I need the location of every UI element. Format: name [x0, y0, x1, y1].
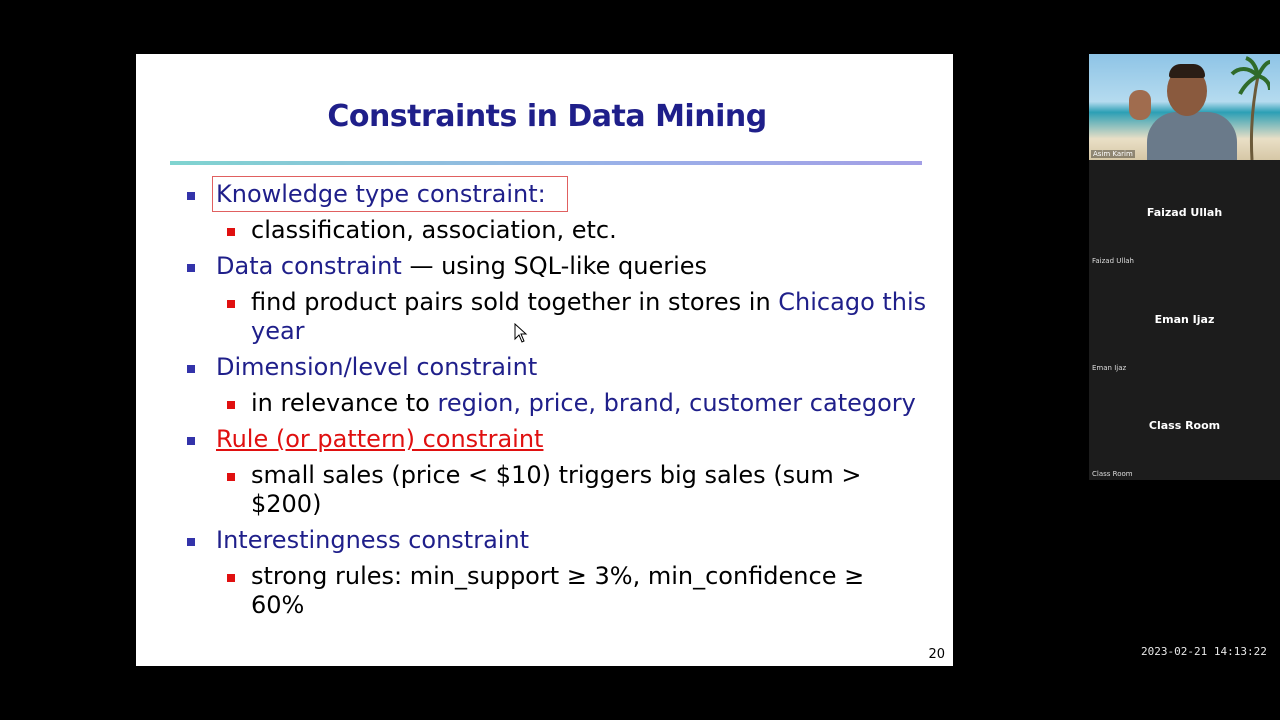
recording-timestamp: 2023-02-21 14:13:22 [1141, 645, 1267, 658]
sub-bullet-text: in relevance to [251, 389, 438, 417]
sub-bullet-interestingness: strong rules: min_support ≥ 3%, min_conf… [227, 562, 865, 620]
participant-label: Class Room [1092, 470, 1133, 478]
bullet-marker-icon [187, 192, 195, 200]
bullet-item-knowledge-type: Knowledge type constraint: [187, 176, 568, 212]
bullet-item-data-constraint: Data constraint — using SQL-like queries [187, 252, 708, 281]
sub-bullet-marker-icon [227, 574, 235, 582]
slide-title: Constraints in Data Mining [327, 99, 767, 134]
sub-bullet-knowledge-type: classification, association, etc. [227, 216, 617, 245]
sub-bullet-marker-icon [227, 300, 235, 308]
presenter-name-label: Asim Karim [1091, 150, 1135, 158]
participant-label: Eman Ijaz [1092, 364, 1127, 372]
bullet-item-interestingness: Interestingness constraint [187, 526, 530, 555]
presenter-hand [1129, 90, 1151, 120]
palm-tree-icon [1230, 56, 1270, 160]
mouse-cursor-icon [514, 323, 528, 343]
bullet-item-dimension-level: Dimension/level constraint [187, 353, 538, 382]
presentation-slide: Constraints in Data Mining Knowledge typ… [136, 54, 953, 666]
participant-name: Eman Ijaz [1154, 313, 1215, 326]
presenter-body [1147, 112, 1237, 160]
sub-bullet-text: find product pairs sold together in stor… [251, 288, 779, 316]
sub-bullet-text: classification, association, etc. [251, 216, 617, 244]
sub-bullet-marker-icon [227, 228, 235, 236]
title-divider [170, 161, 922, 165]
bullet-label-link[interactable]: Rule (or pattern) constraint [216, 425, 544, 453]
participant-tile[interactable]: Eman Ijaz Eman Ijaz [1089, 267, 1280, 373]
sub-bullet-text: small sales (price < $10) triggers big s… [251, 461, 862, 489]
sub-bullet-text: strong rules: min_support ≥ 3%, min_conf… [251, 562, 865, 590]
bullet-marker-icon [187, 264, 195, 272]
sub-bullet-marker-icon [227, 473, 235, 481]
bullet-marker-icon [187, 365, 195, 373]
bullet-label-rest: — using SQL-like queries [401, 252, 708, 280]
presenter-video-tile[interactable]: Asim Karim [1089, 54, 1280, 160]
sub-bullet-data-constraint: find product pairs sold together in stor… [227, 288, 927, 346]
sub-bullet-text-line2: year [251, 317, 305, 345]
bullet-label-highlighted: Knowledge type constraint: [212, 176, 568, 212]
presenter-hair [1169, 64, 1205, 78]
bullet-list: Knowledge type constraint: classificatio… [136, 54, 953, 666]
participant-tile[interactable]: Faizad Ullah Faizad Ullah [1089, 160, 1280, 266]
bullet-marker-icon [187, 538, 195, 546]
participant-label: Faizad Ullah [1092, 257, 1134, 265]
bullet-label: Dimension/level constraint [216, 353, 538, 381]
sub-bullet-text-line2: 60% [251, 591, 305, 619]
participant-name: Class Room [1148, 419, 1221, 432]
slide-page-number: 20 [928, 647, 945, 662]
sub-bullet-text-line2: $200) [251, 490, 322, 518]
sub-bullet-marker-icon [227, 401, 235, 409]
bullet-label: Interestingness constraint [216, 526, 530, 554]
bullet-label: Data constraint [216, 252, 402, 280]
bullet-item-rule-pattern: Rule (or pattern) constraint [187, 425, 544, 454]
participant-tile[interactable]: Class Room Class Room [1089, 373, 1280, 479]
participants-panel: Asim Karim Faizad Ullah Faizad Ullah Ema… [1089, 54, 1280, 480]
sub-bullet-rule-pattern: small sales (price < $10) triggers big s… [227, 461, 862, 519]
sub-bullet-highlight: region, price, brand, customer category [437, 389, 916, 417]
sub-bullet-highlight: Chicago this [778, 288, 927, 316]
participant-name: Faizad Ullah [1146, 206, 1223, 219]
bullet-marker-icon [187, 437, 195, 445]
sub-bullet-dimension-level: in relevance to region, price, brand, cu… [227, 389, 916, 418]
